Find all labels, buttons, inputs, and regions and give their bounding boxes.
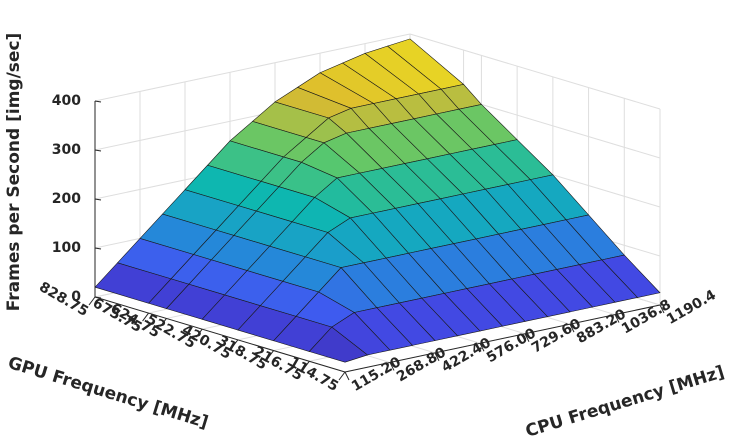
y-tick: [267, 350, 274, 359]
y-tick: [142, 312, 149, 322]
z-tick-label: 400: [52, 93, 81, 109]
x-tick: [569, 323, 575, 333]
z-tick-label: 0: [71, 289, 81, 305]
grid-line: [409, 33, 661, 110]
z-tick: [94, 247, 102, 250]
x-tick: [389, 362, 395, 371]
z-tick: [94, 296, 102, 299]
z-tick: [94, 100, 102, 103]
x-tick-label: 1190.4: [664, 287, 719, 328]
y-tick: [338, 371, 346, 381]
z-axis-title: Frames per Second [img/sec]: [4, 33, 24, 312]
y-tick: [195, 328, 203, 338]
grid-line: [94, 33, 411, 102]
z-tick-label: 200: [52, 191, 81, 207]
y-tick: [88, 296, 96, 306]
axis-y: [94, 296, 346, 373]
y-axis-title: GPU Frequency [MHz]: [6, 353, 211, 433]
x-tick: [344, 371, 350, 381]
z-tick-label: 300: [52, 142, 81, 158]
z-tick-label: 100: [52, 240, 81, 256]
y-tick: [302, 360, 310, 370]
surface-patch: [308, 326, 369, 363]
y-tick-label: 828.75: [36, 279, 91, 320]
x-tick: [614, 314, 620, 323]
axis-x: [344, 304, 661, 373]
z-tick: [94, 149, 102, 152]
x-tick: [524, 333, 530, 342]
x-tick: [434, 352, 440, 362]
x-tick: [659, 304, 665, 314]
y-tick: [231, 339, 239, 349]
plot-area: 115.20268.80422.40576.00729.60883.201036…: [36, 33, 719, 395]
y-tick: [160, 318, 167, 327]
x-tick: [479, 343, 485, 352]
x-axis-title: CPU Frequency [MHz]: [523, 362, 726, 441]
z-tick: [94, 198, 102, 201]
